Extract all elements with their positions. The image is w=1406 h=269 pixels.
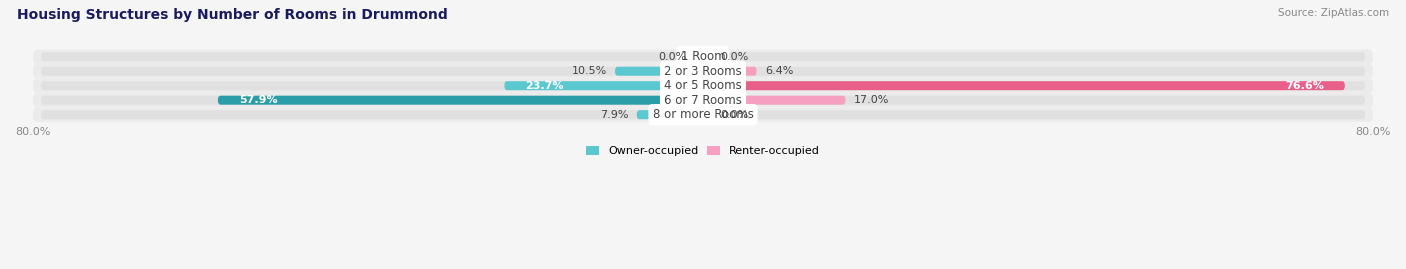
Legend: Owner-occupied, Renter-occupied: Owner-occupied, Renter-occupied bbox=[581, 141, 825, 161]
Text: 23.7%: 23.7% bbox=[526, 81, 564, 91]
FancyBboxPatch shape bbox=[703, 67, 756, 76]
Text: 0.0%: 0.0% bbox=[720, 52, 748, 62]
FancyBboxPatch shape bbox=[32, 79, 1374, 93]
Text: 4 or 5 Rooms: 4 or 5 Rooms bbox=[664, 79, 742, 92]
Text: Housing Structures by Number of Rooms in Drummond: Housing Structures by Number of Rooms in… bbox=[17, 8, 447, 22]
FancyBboxPatch shape bbox=[505, 81, 703, 90]
FancyBboxPatch shape bbox=[32, 108, 1374, 122]
Text: 17.0%: 17.0% bbox=[853, 95, 889, 105]
FancyBboxPatch shape bbox=[41, 110, 1365, 119]
FancyBboxPatch shape bbox=[41, 96, 1365, 105]
FancyBboxPatch shape bbox=[218, 96, 703, 105]
Text: 10.5%: 10.5% bbox=[571, 66, 606, 76]
FancyBboxPatch shape bbox=[41, 67, 1365, 76]
Text: 7.9%: 7.9% bbox=[600, 110, 628, 120]
Text: 76.6%: 76.6% bbox=[1285, 81, 1324, 91]
Text: 6.4%: 6.4% bbox=[765, 66, 793, 76]
Text: 57.9%: 57.9% bbox=[239, 95, 277, 105]
Text: 8 or more Rooms: 8 or more Rooms bbox=[652, 108, 754, 121]
FancyBboxPatch shape bbox=[703, 81, 1344, 90]
FancyBboxPatch shape bbox=[703, 96, 845, 105]
FancyBboxPatch shape bbox=[32, 64, 1374, 78]
FancyBboxPatch shape bbox=[32, 49, 1374, 64]
Text: 0.0%: 0.0% bbox=[658, 52, 686, 62]
Text: 0.0%: 0.0% bbox=[720, 110, 748, 120]
Text: Source: ZipAtlas.com: Source: ZipAtlas.com bbox=[1278, 8, 1389, 18]
FancyBboxPatch shape bbox=[41, 81, 1365, 90]
Text: 1 Room: 1 Room bbox=[681, 50, 725, 63]
FancyBboxPatch shape bbox=[32, 93, 1374, 107]
FancyBboxPatch shape bbox=[41, 52, 1365, 61]
Text: 2 or 3 Rooms: 2 or 3 Rooms bbox=[664, 65, 742, 78]
Text: 6 or 7 Rooms: 6 or 7 Rooms bbox=[664, 94, 742, 107]
FancyBboxPatch shape bbox=[637, 110, 703, 119]
FancyBboxPatch shape bbox=[614, 67, 703, 76]
